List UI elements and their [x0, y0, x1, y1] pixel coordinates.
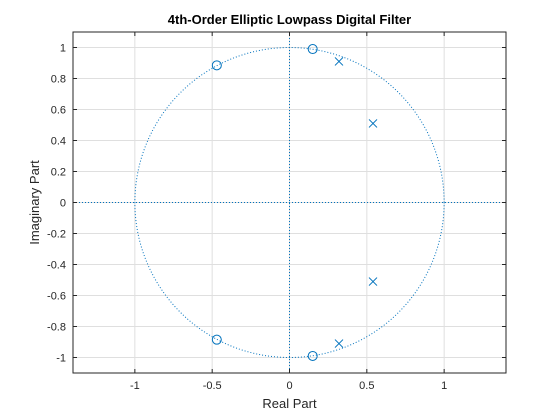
x-tick-label: -0.5	[203, 380, 222, 392]
x-tick-label: 0.5	[359, 380, 374, 392]
ticks: -1 -0.5 0 0.5 1 -1 -0.8 -0.6 -0.4 -0.2 0 0.2 0.4 0.6 0…	[47, 32, 506, 392]
y-tick-label: -0.2	[47, 229, 66, 241]
y-tick-label: 0.6	[51, 105, 66, 117]
y-tick-label: -0.6	[47, 291, 66, 303]
zero-marker	[211, 60, 222, 71]
unit-circle	[134, 46, 445, 359]
pole-marker	[334, 57, 344, 66]
y-tick-label: 0.8	[51, 74, 66, 86]
zero-marker	[307, 350, 318, 361]
y-tick-label: 1	[60, 43, 66, 55]
zero-marker	[211, 334, 222, 345]
pole-marker	[368, 119, 378, 128]
x-axis-label: Real Part	[262, 396, 317, 411]
y-tick-label: -1	[56, 353, 66, 365]
pole-marker	[368, 277, 378, 286]
x-tick-label: -1	[130, 380, 140, 392]
plot-content	[73, 32, 506, 373]
y-tick-label: -0.4	[47, 260, 66, 272]
y-tick-label: 0.4	[51, 136, 66, 148]
x-tick-label: 1	[441, 380, 447, 392]
y-tick-label: 0.2	[51, 167, 66, 179]
pole-marker	[334, 339, 344, 348]
chart-title: 4th-Order Elliptic Lowpass Digital Filte…	[168, 12, 411, 27]
zero-marker	[307, 44, 318, 55]
y-tick-label: 0	[60, 198, 66, 210]
y-tick-label: -0.8	[47, 322, 66, 334]
x-tick-label: 0	[286, 380, 292, 392]
y-axis-label: Imaginary Part	[27, 160, 42, 245]
